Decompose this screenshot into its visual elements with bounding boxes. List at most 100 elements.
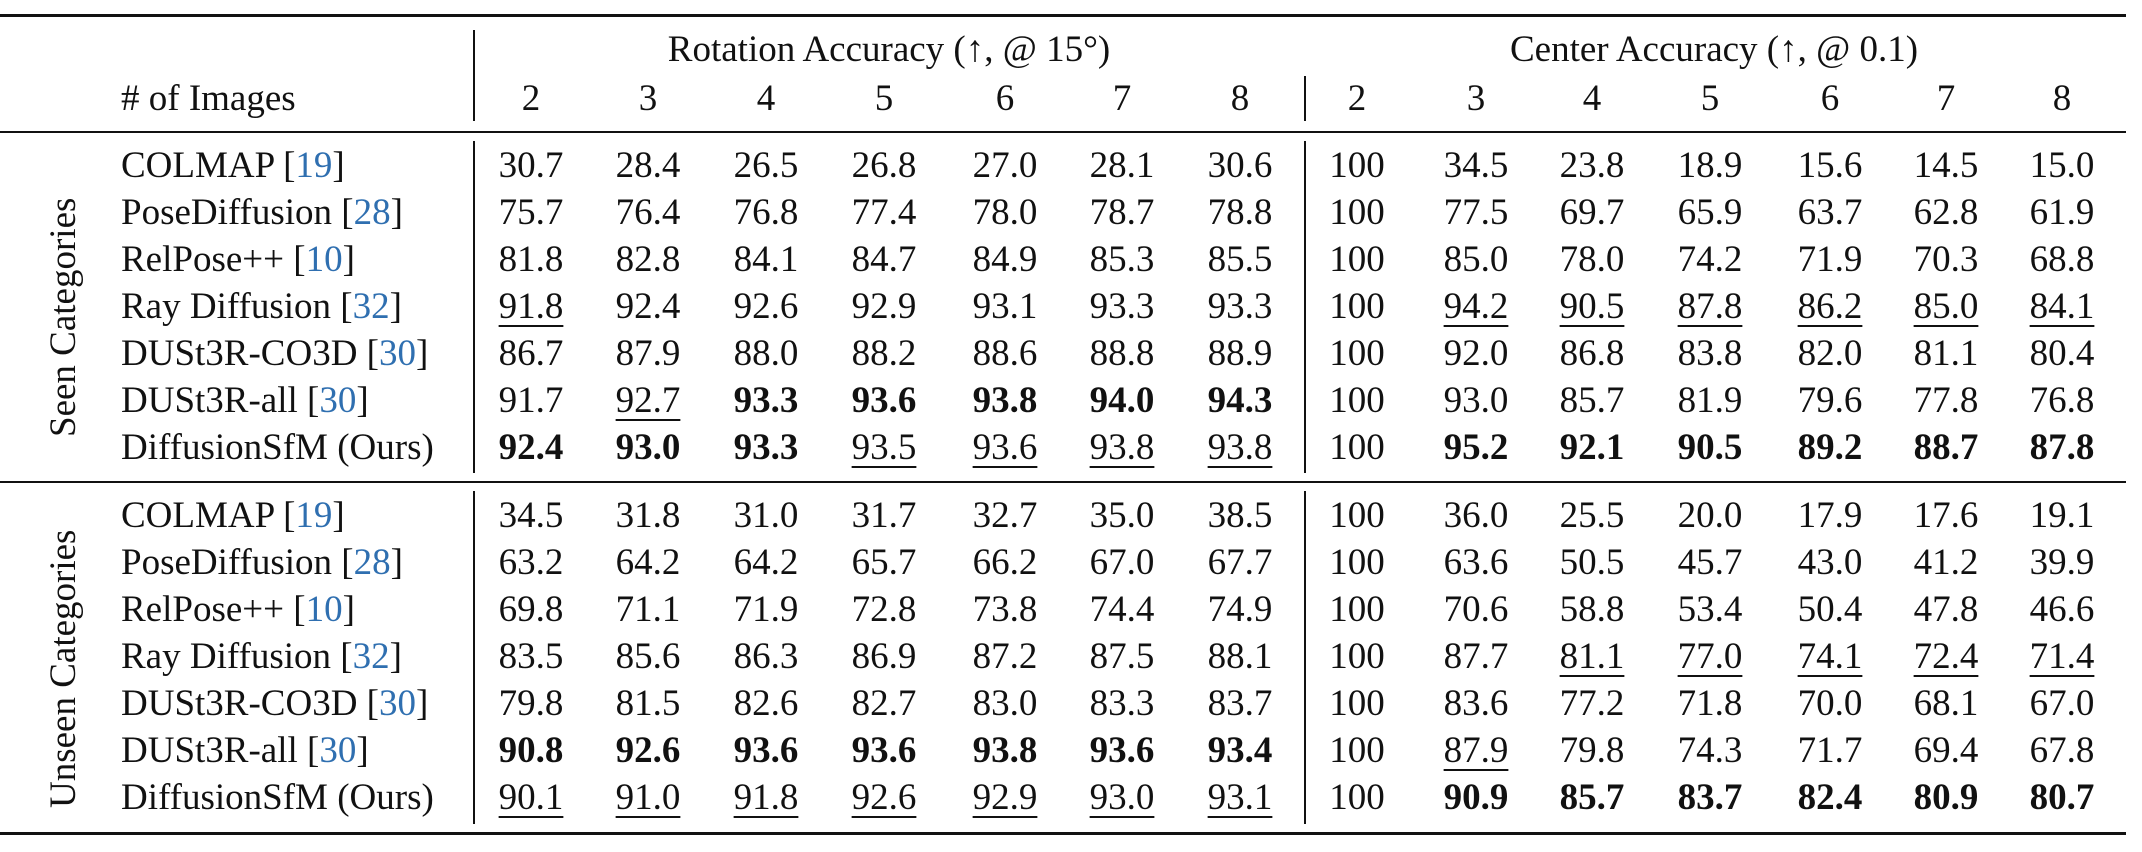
citation-link[interactable]: 19 <box>295 145 333 186</box>
header-separator-groups <box>1304 76 1306 121</box>
citation-link[interactable]: 30 <box>319 730 357 771</box>
table-cell: 100 <box>1329 427 1385 468</box>
table-cell: 87.2 <box>972 636 1038 677</box>
method-label: DiffusionSfM (Ours) <box>121 777 434 818</box>
table-cell: 94.0 <box>1089 380 1155 421</box>
table-cell: 88.6 <box>972 333 1038 374</box>
table-cell: 84.1 <box>2029 286 2095 327</box>
citation-link[interactable]: 30 <box>379 333 416 374</box>
table-cell: 85.0 <box>1913 286 1979 327</box>
table-cell: 82.4 <box>1797 777 1863 818</box>
table-cell: 78.0 <box>1559 239 1625 280</box>
table-cell: 88.7 <box>1913 427 1979 468</box>
seen-separator-method <box>473 141 475 473</box>
citation-link[interactable]: 10 <box>305 239 343 280</box>
table-cell: 88.9 <box>1207 333 1273 374</box>
method-name: Ray Diffusion [32] <box>121 635 402 679</box>
citation-bracket: ] <box>356 380 369 421</box>
table-cell: 92.1 <box>1559 427 1625 468</box>
citation-link[interactable]: 32 <box>352 636 390 677</box>
table-cell: 88.8 <box>1089 333 1155 374</box>
citation-link[interactable]: 30 <box>319 380 357 421</box>
table-cell: 93.0 <box>1443 380 1509 421</box>
table-cell: 63.2 <box>498 542 564 583</box>
table-cell: 20.0 <box>1677 495 1743 536</box>
table-cell: 74.9 <box>1207 589 1273 630</box>
table-cell: 88.2 <box>851 333 917 374</box>
table-cell: 93.8 <box>1089 427 1155 468</box>
table-cell: 77.5 <box>1443 192 1509 233</box>
table-cell: 84.1 <box>733 239 799 280</box>
table-cell: 26.5 <box>733 145 799 186</box>
table-cell: 23.8 <box>1559 145 1625 186</box>
table-cell: 83.0 <box>972 683 1038 724</box>
table-cell: 71.1 <box>615 589 681 630</box>
table-cell: 67.0 <box>2029 683 2095 724</box>
citation-link[interactable]: 30 <box>379 683 416 724</box>
table-cell: 64.2 <box>615 542 681 583</box>
table-cell: 67.8 <box>2029 730 2095 771</box>
table-cell: 92.4 <box>615 286 681 327</box>
method-name: Ray Diffusion [32] <box>121 285 402 329</box>
method-label: RelPose++ [ <box>121 239 306 280</box>
table-cell: 85.5 <box>1207 239 1273 280</box>
rotation-col-header-3: 3 <box>638 78 658 119</box>
table-cell: 87.9 <box>615 333 681 374</box>
table-cell: 36.0 <box>1443 495 1509 536</box>
table-cell: 81.1 <box>1913 333 1979 374</box>
bottom-rule <box>0 832 2126 835</box>
table-cell: 92.7 <box>615 380 681 421</box>
table-cell: 50.4 <box>1797 589 1863 630</box>
method-name: DUSt3R-all [30] <box>121 729 369 773</box>
rotation-col-header-4: 4 <box>756 78 776 119</box>
table-cell: 31.0 <box>733 495 799 536</box>
row-label-header: # of Images <box>121 78 296 119</box>
table-cell: 90.5 <box>1677 427 1743 468</box>
table-cell: 90.8 <box>498 730 564 771</box>
method-label: RelPose++ [ <box>121 589 306 630</box>
table-cell: 91.8 <box>498 286 564 327</box>
citation-link[interactable]: 28 <box>353 542 391 583</box>
table-cell: 81.1 <box>1559 636 1625 677</box>
table-cell: 14.5 <box>1913 145 1979 186</box>
table-cell: 70.0 <box>1797 683 1863 724</box>
citation-bracket: ] <box>342 589 355 630</box>
citation-link[interactable]: 28 <box>353 192 391 233</box>
table-cell: 93.1 <box>1207 777 1273 818</box>
table-cell: 90.1 <box>498 777 564 818</box>
table-cell: 100 <box>1329 495 1385 536</box>
table-cell: 90.9 <box>1443 777 1509 818</box>
table-cell: 46.6 <box>2029 589 2095 630</box>
table-cell: 81.5 <box>615 683 681 724</box>
citation-link[interactable]: 10 <box>305 589 343 630</box>
method-name: PoseDiffusion [28] <box>121 191 403 235</box>
table-cell: 93.8 <box>1207 427 1273 468</box>
center-col-header-6: 6 <box>1820 78 1840 119</box>
table-cell: 92.6 <box>615 730 681 771</box>
table-cell: 31.8 <box>615 495 681 536</box>
table-cell: 100 <box>1329 730 1385 771</box>
center-col-header-7: 7 <box>1936 78 1956 119</box>
table-cell: 17.9 <box>1797 495 1863 536</box>
method-name: DUSt3R-all [30] <box>121 379 369 423</box>
table-cell: 43.0 <box>1797 542 1863 583</box>
method-label: DUSt3R-all [ <box>121 730 320 771</box>
table-cell: 30.7 <box>498 145 564 186</box>
table-cell: 88.0 <box>733 333 799 374</box>
table-cell: 93.6 <box>1089 730 1155 771</box>
table-cell: 63.6 <box>1443 542 1509 583</box>
table-cell: 100 <box>1329 145 1385 186</box>
table-cell: 62.8 <box>1913 192 1979 233</box>
citation-link[interactable]: 19 <box>295 495 333 536</box>
table-cell: 71.9 <box>733 589 799 630</box>
table-cell: 87.8 <box>1677 286 1743 327</box>
header-rule <box>0 131 2126 133</box>
table-cell: 69.4 <box>1913 730 1979 771</box>
method-name: RelPose++ [10] <box>121 588 355 632</box>
citation-link[interactable]: 32 <box>352 286 390 327</box>
center-col-header-8: 8 <box>2052 78 2072 119</box>
rotation-col-header-8: 8 <box>1230 78 1250 119</box>
method-name: DiffusionSfM (Ours) <box>121 776 434 820</box>
unseen-categories-label: Unseen Categories <box>43 529 84 808</box>
table-cell: 17.6 <box>1913 495 1979 536</box>
